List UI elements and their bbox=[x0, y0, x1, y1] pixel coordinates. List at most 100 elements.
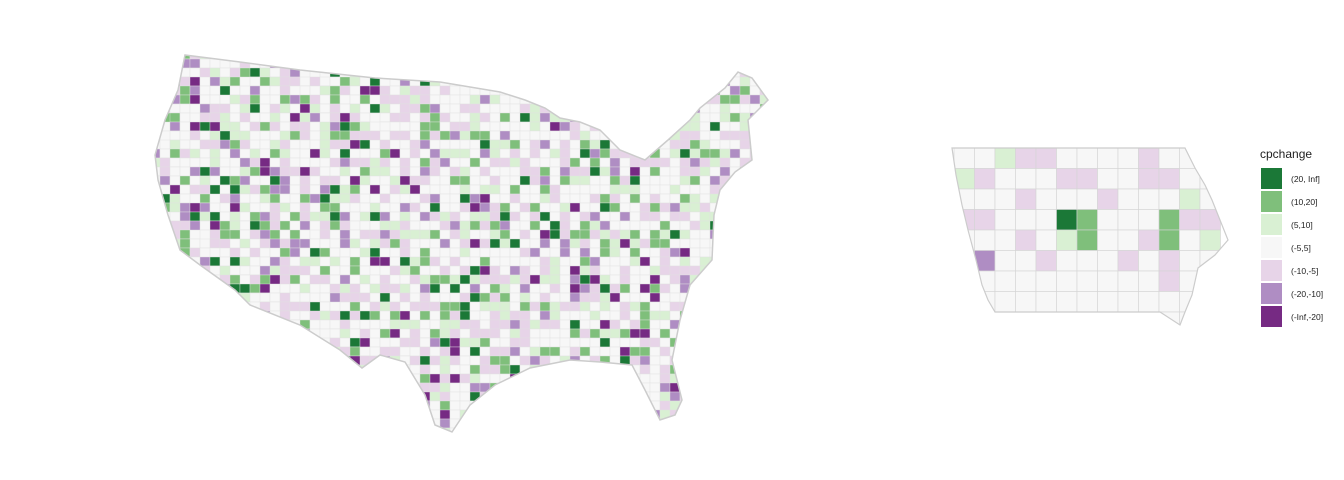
county bbox=[639, 130, 651, 141]
county bbox=[709, 382, 721, 393]
county bbox=[579, 112, 591, 123]
county bbox=[419, 310, 431, 321]
county bbox=[699, 229, 711, 240]
county bbox=[379, 166, 391, 177]
county bbox=[379, 103, 391, 114]
county bbox=[269, 283, 281, 294]
county bbox=[529, 157, 541, 168]
county bbox=[319, 346, 331, 357]
county bbox=[199, 391, 211, 402]
county bbox=[499, 427, 511, 432]
county bbox=[469, 76, 481, 87]
county bbox=[439, 175, 451, 186]
county bbox=[509, 382, 521, 393]
county bbox=[459, 139, 471, 150]
county bbox=[339, 229, 351, 240]
county bbox=[459, 292, 471, 303]
county bbox=[719, 310, 731, 321]
county bbox=[719, 265, 731, 276]
county bbox=[749, 211, 761, 222]
county bbox=[569, 328, 581, 339]
county bbox=[209, 355, 231, 375]
county bbox=[739, 319, 751, 330]
county bbox=[449, 337, 461, 348]
county bbox=[459, 310, 471, 321]
county bbox=[589, 265, 601, 276]
county bbox=[289, 301, 301, 312]
county bbox=[379, 418, 391, 429]
county bbox=[639, 355, 651, 366]
county bbox=[189, 310, 201, 321]
county bbox=[239, 319, 251, 330]
county bbox=[659, 103, 671, 114]
county bbox=[639, 427, 651, 432]
county bbox=[319, 238, 331, 249]
county bbox=[289, 94, 301, 105]
county bbox=[579, 85, 591, 96]
county bbox=[389, 382, 401, 393]
county bbox=[189, 292, 211, 312]
county bbox=[519, 382, 531, 393]
county bbox=[669, 103, 681, 114]
county bbox=[1179, 229, 1201, 251]
county bbox=[559, 202, 571, 213]
county bbox=[699, 391, 711, 402]
legend-label: (5,10] bbox=[1291, 219, 1313, 230]
county bbox=[953, 270, 975, 292]
county bbox=[719, 256, 731, 267]
county bbox=[699, 55, 711, 60]
county bbox=[319, 175, 331, 186]
county bbox=[269, 76, 281, 87]
county bbox=[389, 202, 401, 213]
county bbox=[279, 112, 291, 123]
county bbox=[329, 247, 341, 258]
county bbox=[559, 391, 571, 402]
county bbox=[629, 310, 641, 321]
county bbox=[469, 346, 481, 357]
county bbox=[649, 265, 661, 276]
county bbox=[599, 175, 611, 186]
us-outline bbox=[154, 54, 769, 433]
county bbox=[229, 55, 241, 60]
county bbox=[529, 166, 541, 177]
county bbox=[419, 418, 431, 429]
county bbox=[579, 256, 591, 267]
county bbox=[529, 256, 541, 267]
county bbox=[619, 382, 631, 393]
county bbox=[179, 148, 191, 159]
county bbox=[219, 373, 231, 384]
county bbox=[299, 211, 311, 222]
county bbox=[509, 175, 521, 186]
county bbox=[299, 391, 311, 402]
county bbox=[539, 391, 551, 402]
county bbox=[319, 220, 331, 231]
county bbox=[269, 184, 281, 195]
county bbox=[509, 238, 521, 249]
county bbox=[649, 346, 661, 357]
county bbox=[629, 238, 641, 249]
county bbox=[309, 319, 321, 330]
county bbox=[469, 58, 481, 69]
county bbox=[729, 274, 741, 285]
county bbox=[589, 67, 601, 78]
county bbox=[349, 373, 371, 393]
county bbox=[189, 373, 201, 384]
legend-swatch bbox=[1261, 214, 1282, 235]
county bbox=[469, 211, 481, 222]
county bbox=[459, 184, 471, 195]
county bbox=[399, 400, 411, 411]
county bbox=[770, 248, 780, 257]
county bbox=[629, 265, 641, 276]
county bbox=[299, 85, 311, 96]
county bbox=[559, 193, 571, 204]
county bbox=[489, 283, 501, 294]
county bbox=[579, 400, 591, 411]
county bbox=[199, 310, 211, 321]
county bbox=[439, 364, 451, 375]
county bbox=[409, 319, 421, 330]
county bbox=[549, 310, 561, 321]
county bbox=[419, 85, 431, 96]
county bbox=[499, 355, 511, 366]
county bbox=[439, 346, 451, 357]
county bbox=[1035, 311, 1057, 325]
